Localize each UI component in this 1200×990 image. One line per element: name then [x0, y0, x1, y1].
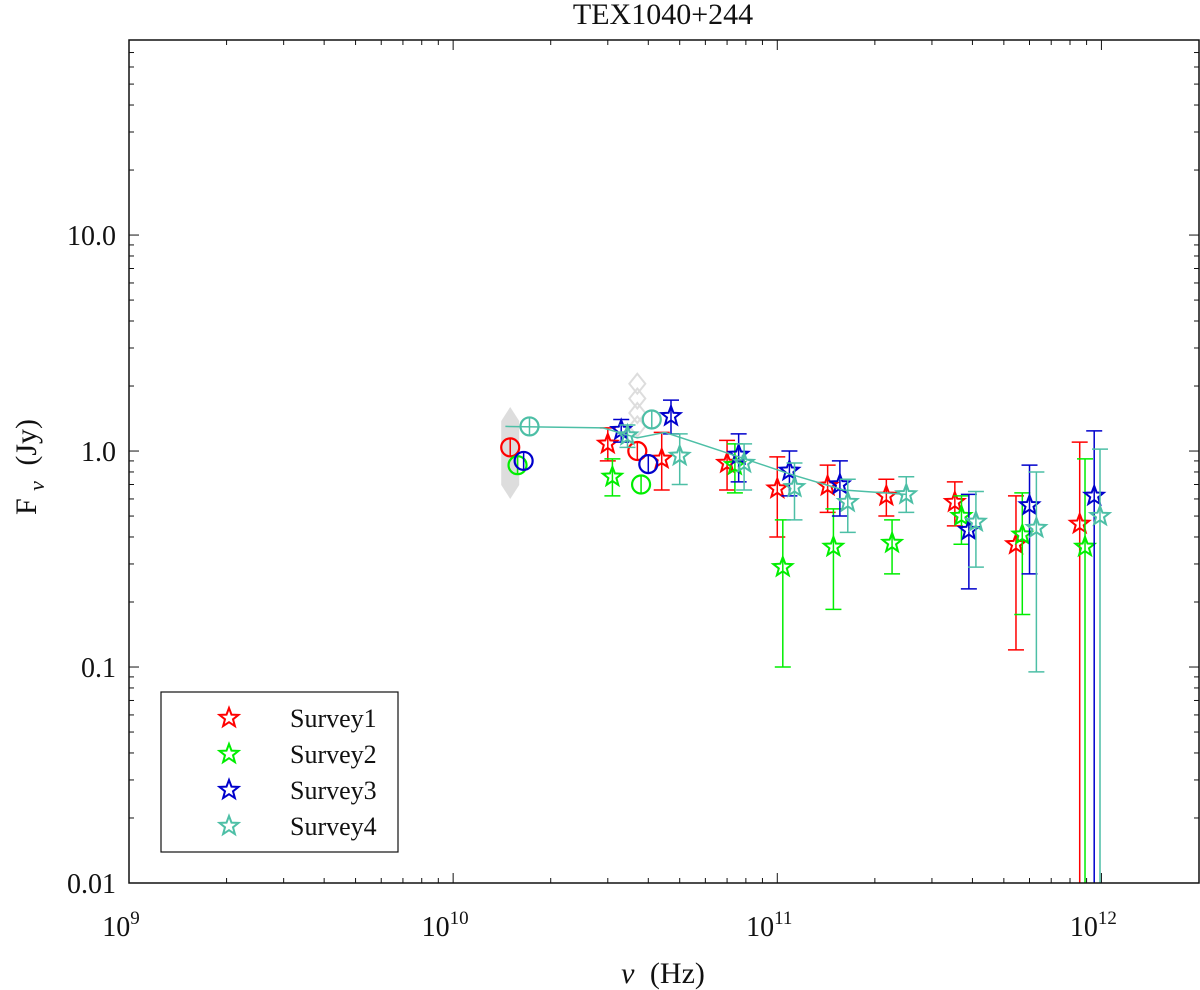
x-axis-unit: (Hz) — [650, 957, 705, 990]
x-axis-symbol: ν — [621, 957, 635, 990]
data-series — [500, 399, 1113, 883]
x-tick-label: 1011 — [746, 908, 792, 943]
series-survey4 — [505, 409, 1113, 883]
star-point — [600, 463, 625, 488]
legend-label: Survey1 — [290, 704, 377, 733]
x-tick-label: 109 — [102, 908, 140, 943]
star-point — [777, 457, 802, 482]
x-tick-base: 10 — [746, 912, 774, 943]
star-point — [1067, 511, 1092, 535]
legend-marker — [216, 705, 242, 729]
gray-diamond — [628, 401, 647, 425]
star-point — [1072, 534, 1098, 558]
legend-marker — [216, 777, 242, 801]
y-tick-label: 0.01 — [67, 869, 116, 900]
star-point — [765, 475, 790, 500]
y-tick-label: 10.0 — [67, 221, 116, 252]
star-point — [667, 442, 692, 467]
x-tick-base: 10 — [102, 912, 130, 943]
x-tick-base: 10 — [1070, 912, 1098, 943]
legend: Survey1 Survey2 Survey3 Survey4 — [160, 691, 399, 853]
x-tick-exponent: 10 — [450, 908, 469, 929]
y-tick-label: 1.0 — [81, 437, 116, 468]
star-point — [879, 530, 905, 554]
star-point — [1087, 503, 1113, 527]
x-tick-exponent: 11 — [774, 908, 792, 929]
gray-diamond — [628, 372, 647, 396]
star-point — [835, 489, 861, 513]
star-point — [615, 422, 640, 446]
y-axis-label: F ν (Jy) — [10, 419, 51, 515]
y-axis-unit: (Jy) — [10, 419, 43, 466]
legend-marker — [216, 813, 242, 837]
x-tick-label: 1010 — [422, 908, 469, 943]
x-axis-label: ν (Hz) — [621, 957, 705, 990]
y-axis-main: F — [10, 498, 43, 515]
star-point — [821, 534, 846, 558]
star-point — [1003, 531, 1029, 555]
star-point — [595, 430, 621, 455]
x-tick-base: 10 — [422, 912, 450, 943]
star-point — [1081, 483, 1107, 507]
legend-label: Survey3 — [290, 776, 377, 805]
star-point — [731, 450, 757, 474]
chart-title: TEX1040+244 — [573, 0, 753, 31]
legend-box — [160, 691, 399, 853]
legend-label: Survey2 — [290, 740, 377, 769]
legend-label: Survey4 — [290, 812, 377, 841]
model-line — [505, 425, 907, 496]
x-tick-exponent: 9 — [130, 908, 140, 929]
star-point — [894, 481, 919, 505]
star-point — [1024, 515, 1049, 539]
star-point — [658, 403, 684, 427]
star-point — [770, 554, 796, 578]
gray-diamond — [628, 386, 647, 411]
star-point — [963, 509, 989, 533]
star-point — [782, 474, 807, 498]
x-tick-label: 1012 — [1070, 908, 1117, 943]
y-axis-sub: ν — [24, 481, 49, 491]
y-tick-label: 0.1 — [81, 653, 116, 684]
star-point — [649, 446, 674, 470]
legend-marker — [216, 741, 242, 765]
axes-box — [128, 39, 1200, 884]
x-tick-exponent: 12 — [1098, 908, 1117, 929]
